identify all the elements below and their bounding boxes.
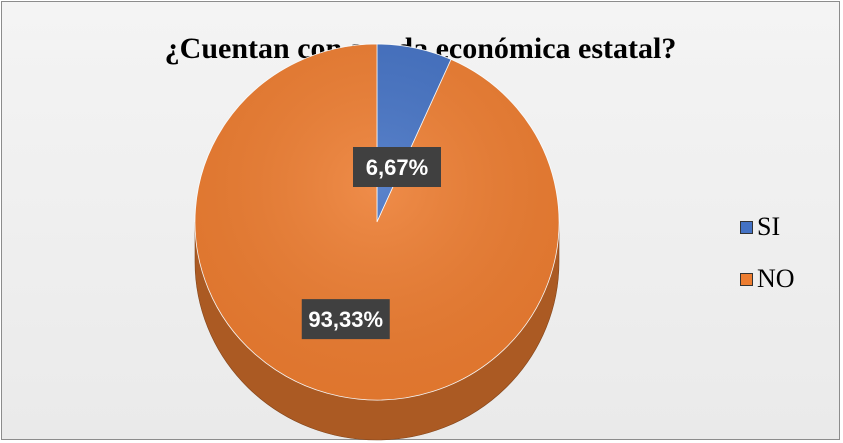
data-label-text-no: 93,33% bbox=[308, 307, 383, 332]
legend-label-si: SI bbox=[757, 212, 781, 241]
data-label-si: 6,67% bbox=[353, 147, 441, 187]
data-label-text-si: 6,67% bbox=[366, 155, 428, 180]
legend-item-si: SI bbox=[740, 212, 795, 242]
data-label-bg-no bbox=[301, 299, 390, 340]
data-label-no: 93,33% bbox=[301, 299, 390, 340]
legend-swatch-no bbox=[740, 272, 753, 286]
data-label-bg-si bbox=[353, 147, 441, 187]
pie-slice-no bbox=[194, 43, 560, 401]
legend-item-no: NO bbox=[740, 264, 795, 294]
legend: SI NO bbox=[740, 212, 795, 316]
legend-swatch-si bbox=[740, 220, 753, 234]
legend-label-no: NO bbox=[757, 264, 795, 293]
